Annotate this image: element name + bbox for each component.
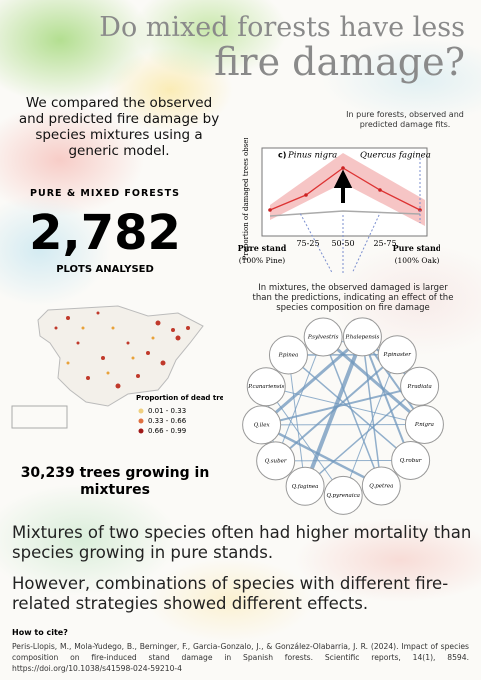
finding-1: Mixtures of two species often had higher… bbox=[12, 523, 472, 562]
panel-label: c) bbox=[278, 151, 286, 160]
node-label: Q.petrea bbox=[369, 484, 393, 490]
node bbox=[404, 404, 444, 444]
stat-heading: PURE & MIXED FORESTS bbox=[30, 188, 180, 199]
mix-note: In mixtures, the observed damaged is lar… bbox=[252, 283, 454, 313]
predicted-line bbox=[269, 210, 421, 217]
node bbox=[246, 367, 286, 407]
stat-number: 2,782 bbox=[29, 205, 181, 261]
node-label: P.pinaster bbox=[383, 352, 412, 358]
edge bbox=[287, 354, 412, 462]
node-label: P.canariensis bbox=[247, 384, 284, 390]
species-right: Quercus faginea bbox=[360, 151, 431, 161]
node bbox=[303, 317, 343, 357]
spain-outline bbox=[37, 305, 204, 407]
edge bbox=[303, 336, 365, 487]
legend-label: 0.01 - 0.33 bbox=[148, 407, 186, 415]
x-label: Pure stand bbox=[393, 243, 440, 253]
legend-swatch bbox=[138, 408, 144, 414]
x-sublabel: (100% Oak) bbox=[395, 256, 440, 265]
map-dots bbox=[54, 311, 190, 389]
legend-label: 0.33 - 0.66 bbox=[148, 417, 187, 425]
node-label: P.radiata bbox=[406, 384, 431, 390]
x-label: 50-50 bbox=[331, 239, 354, 248]
x-label: 75-25 bbox=[296, 239, 319, 248]
edge bbox=[322, 335, 426, 426]
node bbox=[323, 475, 363, 515]
canary-inset bbox=[11, 405, 68, 429]
dotted-arrows bbox=[299, 158, 421, 273]
damage-chart: c) Pinus nigra Quercus faginea Proportio… bbox=[238, 138, 440, 273]
node bbox=[256, 441, 296, 481]
trees-stat: 30,239 trees growing in mixtures bbox=[20, 465, 210, 498]
node bbox=[268, 335, 308, 375]
legend-label: 0.66 - 0.99 bbox=[148, 427, 186, 435]
prediction-band bbox=[270, 153, 425, 226]
x-label: Pure stand bbox=[238, 243, 287, 253]
points bbox=[268, 166, 422, 212]
node bbox=[285, 466, 325, 506]
node-label: Q.ilex bbox=[254, 422, 271, 428]
node-label: Q.pyrenaica bbox=[327, 493, 360, 499]
node bbox=[342, 317, 382, 357]
x-label: 25-75 bbox=[373, 239, 396, 248]
edge bbox=[361, 336, 383, 487]
node-label: Q.robur bbox=[400, 458, 422, 464]
node bbox=[391, 440, 431, 480]
finding-2: However, combinations of species with di… bbox=[12, 574, 449, 613]
node-label: P.pinea bbox=[278, 352, 299, 358]
node-label: P.nigra bbox=[414, 422, 434, 428]
node bbox=[400, 366, 440, 406]
arrow bbox=[333, 169, 353, 203]
map: Proportion of dead trees 0.01 - 0.33 0.3… bbox=[11, 305, 223, 435]
node-label: Q.faginea bbox=[292, 484, 319, 490]
node-label: P.halepensis bbox=[344, 334, 379, 340]
title-line-1: Do mixed forests have less bbox=[99, 12, 465, 43]
legend-title: Proportion of dead trees bbox=[136, 394, 223, 402]
y-axis-label: Proportion of damaged trees observed bbox=[242, 138, 250, 260]
edge bbox=[265, 386, 344, 496]
node bbox=[361, 466, 401, 506]
cite-text: Peris-Llopis, M., Mola-Yudego, B., Berni… bbox=[12, 642, 469, 673]
edge bbox=[261, 385, 420, 426]
species-left: Pinus nigra bbox=[287, 151, 337, 161]
pure-note: In pure forests, observed and predicted … bbox=[346, 110, 464, 129]
node bbox=[377, 335, 417, 375]
edge bbox=[304, 385, 421, 487]
node-label: P.sylvestris bbox=[307, 335, 339, 341]
stat-label: PLOTS ANALYSED bbox=[56, 264, 154, 275]
cite-heading: How to cite? bbox=[12, 628, 68, 637]
node bbox=[242, 405, 282, 445]
network: P.sylvestris P.halepensis P.pinaster P.radi… bbox=[242, 317, 444, 515]
legend-swatch bbox=[138, 418, 144, 424]
edge bbox=[260, 335, 364, 427]
edge bbox=[287, 354, 306, 487]
node-label: Q.suber bbox=[265, 458, 287, 464]
map-dots-low bbox=[66, 326, 155, 375]
intro: We compared the observed and predicted f… bbox=[18, 95, 220, 159]
edge bbox=[266, 386, 425, 425]
edge bbox=[261, 423, 382, 488]
edge bbox=[275, 336, 324, 462]
x-sublabel: (100% Pine) bbox=[239, 256, 285, 265]
edge bbox=[361, 336, 412, 461]
title-line-2: fire damage? bbox=[214, 40, 465, 84]
edge bbox=[322, 336, 383, 487]
legend-swatch bbox=[138, 428, 144, 434]
